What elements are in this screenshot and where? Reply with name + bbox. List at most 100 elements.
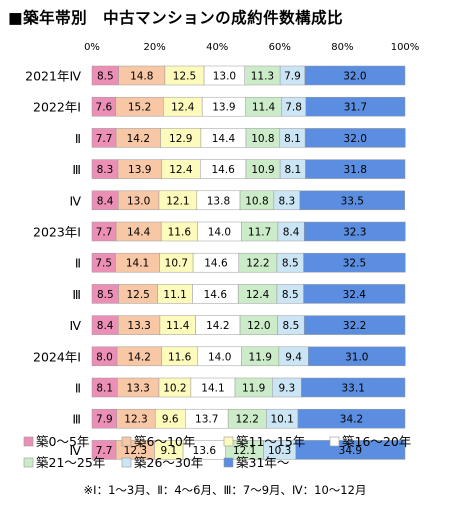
data-label: 8.5 <box>282 258 299 270</box>
bar-segment <box>304 128 406 148</box>
data-label: 7.6 <box>96 102 113 114</box>
data-label: 8.3 <box>278 195 295 207</box>
data-label: 8.4 <box>97 195 114 207</box>
data-label: 13.8 <box>207 195 230 207</box>
data-label: 8.5 <box>97 289 114 301</box>
legend-swatch <box>223 436 234 447</box>
data-label: 10.9 <box>251 164 274 176</box>
data-label: 34.2 <box>340 414 363 426</box>
data-label: 11.4 <box>252 102 276 114</box>
data-label: 12.4 <box>169 164 193 176</box>
data-label: 9.3 <box>278 383 295 395</box>
data-label: 10.2 <box>163 383 186 395</box>
x-tick-label: 100% <box>391 42 420 53</box>
category-label: 2023年Ⅰ <box>33 225 81 240</box>
data-label: 12.3 <box>124 414 147 426</box>
data-label: 8.5 <box>97 71 114 83</box>
data-label: 11.6 <box>168 227 192 239</box>
data-label: 7.9 <box>96 414 113 426</box>
data-label: 31.8 <box>344 164 367 176</box>
x-tick-label: 0% <box>84 42 100 53</box>
data-label: 31.0 <box>345 351 368 363</box>
data-label: 12.1 <box>233 445 256 457</box>
data-label: 9.4 <box>285 351 302 363</box>
data-label: 12.2 <box>246 258 269 270</box>
data-label: 13.3 <box>126 383 149 395</box>
data-label: 12.4 <box>171 102 195 114</box>
category-label: Ⅲ <box>72 412 81 427</box>
data-label: 13.0 <box>127 195 150 207</box>
data-label: 14.4 <box>127 227 151 239</box>
data-label: 12.2 <box>236 414 259 426</box>
quarter-note: ※Ⅰ：1～3月、Ⅱ：4～6月、Ⅲ：7～9月、Ⅳ：10～12月 <box>83 483 367 497</box>
data-label: 14.6 <box>204 258 228 270</box>
data-label: 14.2 <box>206 320 229 332</box>
data-label: 8.1 <box>96 383 113 395</box>
data-label: 14.4 <box>212 133 236 145</box>
legend-label: 築16～20年 <box>342 434 411 449</box>
bar-segment <box>305 96 406 117</box>
bar-segment <box>303 252 406 273</box>
data-label: 14.2 <box>127 133 150 145</box>
category-label: 2022年Ⅰ <box>33 100 81 115</box>
legend-label: 築0～5年 <box>36 434 89 449</box>
bar-segment <box>295 440 406 460</box>
data-label: 14.6 <box>204 289 228 301</box>
data-label: 7.7 <box>96 133 113 145</box>
data-label: 7.9 <box>284 71 301 83</box>
data-label: 32.2 <box>343 320 366 332</box>
legend-swatch <box>329 436 340 447</box>
data-label: 12.4 <box>246 289 270 301</box>
chart-title: ■築年帯別 中古マンションの成約件数構成比 <box>8 9 344 27</box>
bar-segment <box>299 190 405 211</box>
category-label: Ⅳ <box>69 193 81 208</box>
bar-segment <box>304 65 406 86</box>
data-label: 10.8 <box>245 195 268 207</box>
x-tick-label: 60% <box>269 42 291 53</box>
category-label: Ⅳ <box>69 443 81 458</box>
data-label: 8.5 <box>282 289 299 301</box>
data-label: 32.5 <box>343 258 366 270</box>
data-label: 12.5 <box>126 289 149 301</box>
data-label: 8.0 <box>96 351 113 363</box>
data-label: 13.3 <box>127 320 150 332</box>
data-label: 12.5 <box>173 71 196 83</box>
legend-swatch <box>223 457 234 468</box>
data-label: 8.4 <box>97 320 114 332</box>
data-label: 9.6 <box>162 414 179 426</box>
category-label: Ⅲ <box>72 162 81 177</box>
data-label: 14.6 <box>211 164 235 176</box>
bar-segment <box>297 408 406 429</box>
data-label: 13.6 <box>193 445 217 457</box>
data-label: 11.6 <box>168 351 192 363</box>
category-label: Ⅱ <box>75 131 81 146</box>
data-label: 14.0 <box>208 227 231 239</box>
data-label: 9.1 <box>160 445 177 457</box>
legend-label: 築6～10年 <box>134 434 195 449</box>
data-label: 14.1 <box>201 383 224 395</box>
data-label: 14.8 <box>130 71 153 83</box>
bar-segment <box>303 315 406 335</box>
category-label: Ⅲ <box>72 287 81 302</box>
data-label: 12.9 <box>169 133 192 145</box>
data-label: 14.1 <box>126 258 149 270</box>
data-label: 8.3 <box>97 164 114 176</box>
data-label: 7.7 <box>96 445 113 457</box>
data-label: 7.5 <box>95 258 112 270</box>
legend-label: 築11～15年 <box>236 434 305 449</box>
data-label: 8.4 <box>283 227 300 239</box>
legend-label: 築31年～ <box>236 455 289 470</box>
bar-segment <box>303 284 406 304</box>
data-label: 11.3 <box>251 71 274 83</box>
data-label: 13.9 <box>212 102 235 114</box>
category-label: 2021年Ⅳ <box>25 69 81 84</box>
data-label: 10.1 <box>270 414 293 426</box>
data-label: 12.0 <box>247 320 270 332</box>
data-label: 15.2 <box>128 102 151 114</box>
bar-segment <box>303 221 406 242</box>
data-label: 12.3 <box>124 445 147 457</box>
data-label: 13.0 <box>213 71 236 83</box>
legend-swatch <box>23 457 34 468</box>
bar-segment <box>305 159 406 179</box>
data-label: 13.9 <box>128 164 151 176</box>
